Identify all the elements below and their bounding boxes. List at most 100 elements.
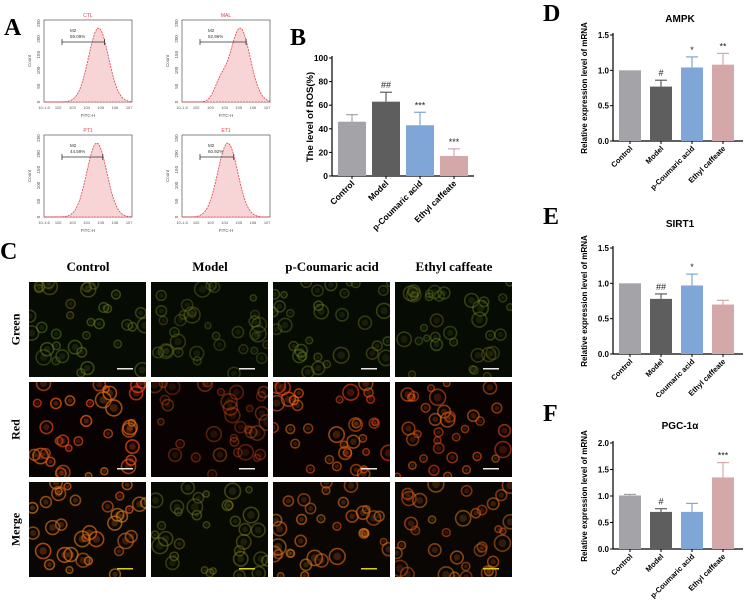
svg-text:200: 200 xyxy=(36,150,41,158)
histogram-curve xyxy=(182,142,270,218)
y-tick-label: 60 xyxy=(319,100,329,110)
ampk-bar-chart: AMPK Relative expression level of mRNA 0.0… xyxy=(580,14,743,192)
scale-bar xyxy=(117,468,133,470)
svg-text:105: 105 xyxy=(97,220,104,225)
panel-label-b: B xyxy=(290,25,307,51)
bar-2 xyxy=(681,511,703,549)
pgc1a-bar-chart: PGC-1α Relative expression level of mRNA 0… xyxy=(580,421,743,600)
svg-text:200: 200 xyxy=(174,35,179,43)
y-tick-label: 0 xyxy=(323,171,328,181)
svg-text:0: 0 xyxy=(36,215,41,218)
svg-text:106: 106 xyxy=(112,220,119,225)
y-axis-label: Relative expression level of mRNA xyxy=(580,235,589,367)
bar-0 xyxy=(619,70,641,141)
svg-text:0: 0 xyxy=(174,100,179,103)
svg-text:107: 107 xyxy=(126,105,133,110)
svg-text:M2: M2 xyxy=(70,143,77,148)
scale-bar xyxy=(361,368,377,370)
svg-text:104: 104 xyxy=(221,220,228,225)
column-header: Model xyxy=(192,259,228,274)
bar-1 xyxy=(650,86,672,141)
scale-bar xyxy=(483,568,499,570)
y-tick-label: 1.5 xyxy=(598,31,610,40)
y-tick-label: 80 xyxy=(319,77,329,87)
x-tick-label: Control xyxy=(609,357,634,382)
x-tick-label: Model xyxy=(644,144,666,166)
svg-text:250: 250 xyxy=(174,134,179,142)
flow-plot-title: ET1 xyxy=(221,128,230,134)
x-tick-label: Control xyxy=(609,144,634,169)
flow-y-label: Count xyxy=(27,169,32,182)
svg-text:102: 102 xyxy=(193,220,200,225)
y-tick-label: 40 xyxy=(319,124,329,134)
significance-marker: ** xyxy=(719,41,727,51)
gate-percentage: 44.59% xyxy=(70,149,85,154)
micrograph-green-1 xyxy=(151,282,268,377)
flow-y-label: Count xyxy=(27,54,32,67)
y-tick-label: 0.5 xyxy=(598,102,610,111)
svg-text:107: 107 xyxy=(264,105,271,110)
gate-percentage: 52.96% xyxy=(208,34,223,39)
x-tick-label: Model xyxy=(644,552,666,574)
svg-text:150: 150 xyxy=(36,50,41,58)
y-tick-label: 0.5 xyxy=(598,315,610,324)
svg-text:106: 106 xyxy=(250,220,257,225)
flow-plot-title: CTL xyxy=(83,13,93,19)
svg-text:200: 200 xyxy=(36,35,41,43)
panel-label-a: A xyxy=(4,15,22,41)
significance-marker: *** xyxy=(718,451,729,461)
x-tick-label: Control xyxy=(328,178,356,206)
flow-histogram: PT1 0 50 100 150 200 250 Count 10-1.6 102 103 104 10… xyxy=(27,128,133,233)
bar-1 xyxy=(650,298,672,354)
bar-3 xyxy=(712,64,734,141)
significance-marker: ## xyxy=(656,282,666,292)
micrograph-merge-3 xyxy=(395,482,512,577)
row-header: Red xyxy=(8,419,23,440)
svg-text:104: 104 xyxy=(83,105,90,110)
chart-title: SIRT1 xyxy=(666,219,695,230)
scale-bar xyxy=(361,568,377,570)
y-tick-label: 0.5 xyxy=(598,519,610,528)
x-tick-label: Model xyxy=(366,178,390,202)
sirt1-bar-chart: SIRT1 Relative expression level of mRNA 0.… xyxy=(580,219,743,397)
scale-bar xyxy=(117,568,133,570)
bar-1 xyxy=(372,101,400,176)
svg-text:150: 150 xyxy=(36,165,41,173)
significance-marker: * xyxy=(690,45,694,55)
bar-0 xyxy=(619,495,641,549)
micrograph-merge-0 xyxy=(29,482,146,577)
bar-2 xyxy=(681,285,703,354)
x-tick-label: Control xyxy=(609,552,634,577)
scale-bar xyxy=(239,368,255,370)
flow-plot-title: MAL xyxy=(221,13,232,19)
y-tick-label: 20 xyxy=(319,147,329,157)
svg-text:107: 107 xyxy=(264,220,271,225)
scale-bar xyxy=(361,468,377,470)
svg-text:103: 103 xyxy=(207,105,214,110)
bar-0 xyxy=(619,283,641,354)
micrograph-red-2 xyxy=(273,382,390,477)
y-tick-label: 1.0 xyxy=(598,279,610,288)
y-tick-label: 0.0 xyxy=(598,350,610,359)
bar-0 xyxy=(338,121,366,176)
bar-1 xyxy=(650,511,672,549)
flow-x-label: FITC-H xyxy=(219,228,234,233)
y-tick-label: 1.0 xyxy=(598,492,610,501)
y-tick-label: 0.0 xyxy=(598,545,610,554)
panel-label-e: E xyxy=(543,204,560,230)
svg-text:106: 106 xyxy=(250,105,257,110)
significance-marker: # xyxy=(658,497,663,507)
y-tick-label: 2.0 xyxy=(598,439,610,448)
svg-text:100: 100 xyxy=(36,181,41,189)
column-header: Ethyl caffeate xyxy=(415,259,493,274)
micrograph-green-2 xyxy=(273,282,390,377)
significance-marker: # xyxy=(658,68,663,78)
flow-y-label: Count xyxy=(165,54,170,67)
y-axis-label: Relative expression level of mRNA xyxy=(580,430,589,562)
svg-text:10-1.6: 10-1.6 xyxy=(176,105,188,110)
bar-3 xyxy=(712,477,734,549)
svg-text:M2: M2 xyxy=(208,143,215,148)
svg-text:107: 107 xyxy=(126,220,133,225)
svg-text:250: 250 xyxy=(36,134,41,142)
scale-bar xyxy=(483,368,499,370)
